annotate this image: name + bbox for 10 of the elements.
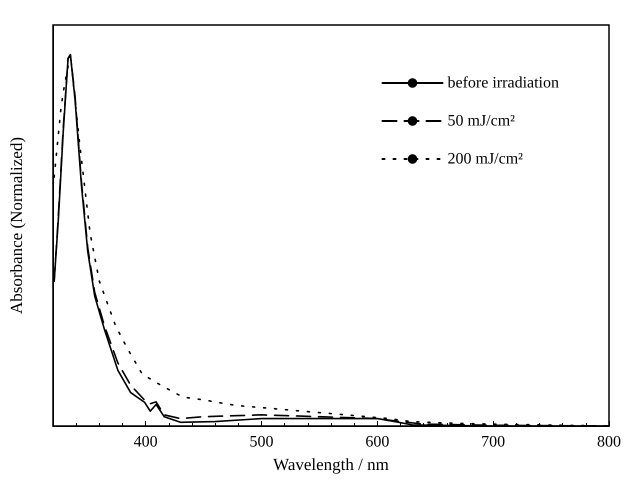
x-tick-label: 500 bbox=[250, 434, 274, 450]
x-tick-label: 800 bbox=[597, 434, 621, 450]
legend-label: before irradiation bbox=[448, 74, 559, 92]
y-axis-title: Absorbance (Normalized) bbox=[7, 136, 26, 314]
legend-label: 50 mJ/cm² bbox=[448, 112, 516, 130]
x-axis-title: Wavelength / nm bbox=[273, 455, 389, 474]
x-tick-label: 700 bbox=[481, 434, 506, 450]
legend-label: 200 mJ/cm² bbox=[448, 150, 524, 168]
x-tick-label: 600 bbox=[365, 434, 390, 450]
x-tick-label: 400 bbox=[134, 434, 158, 450]
